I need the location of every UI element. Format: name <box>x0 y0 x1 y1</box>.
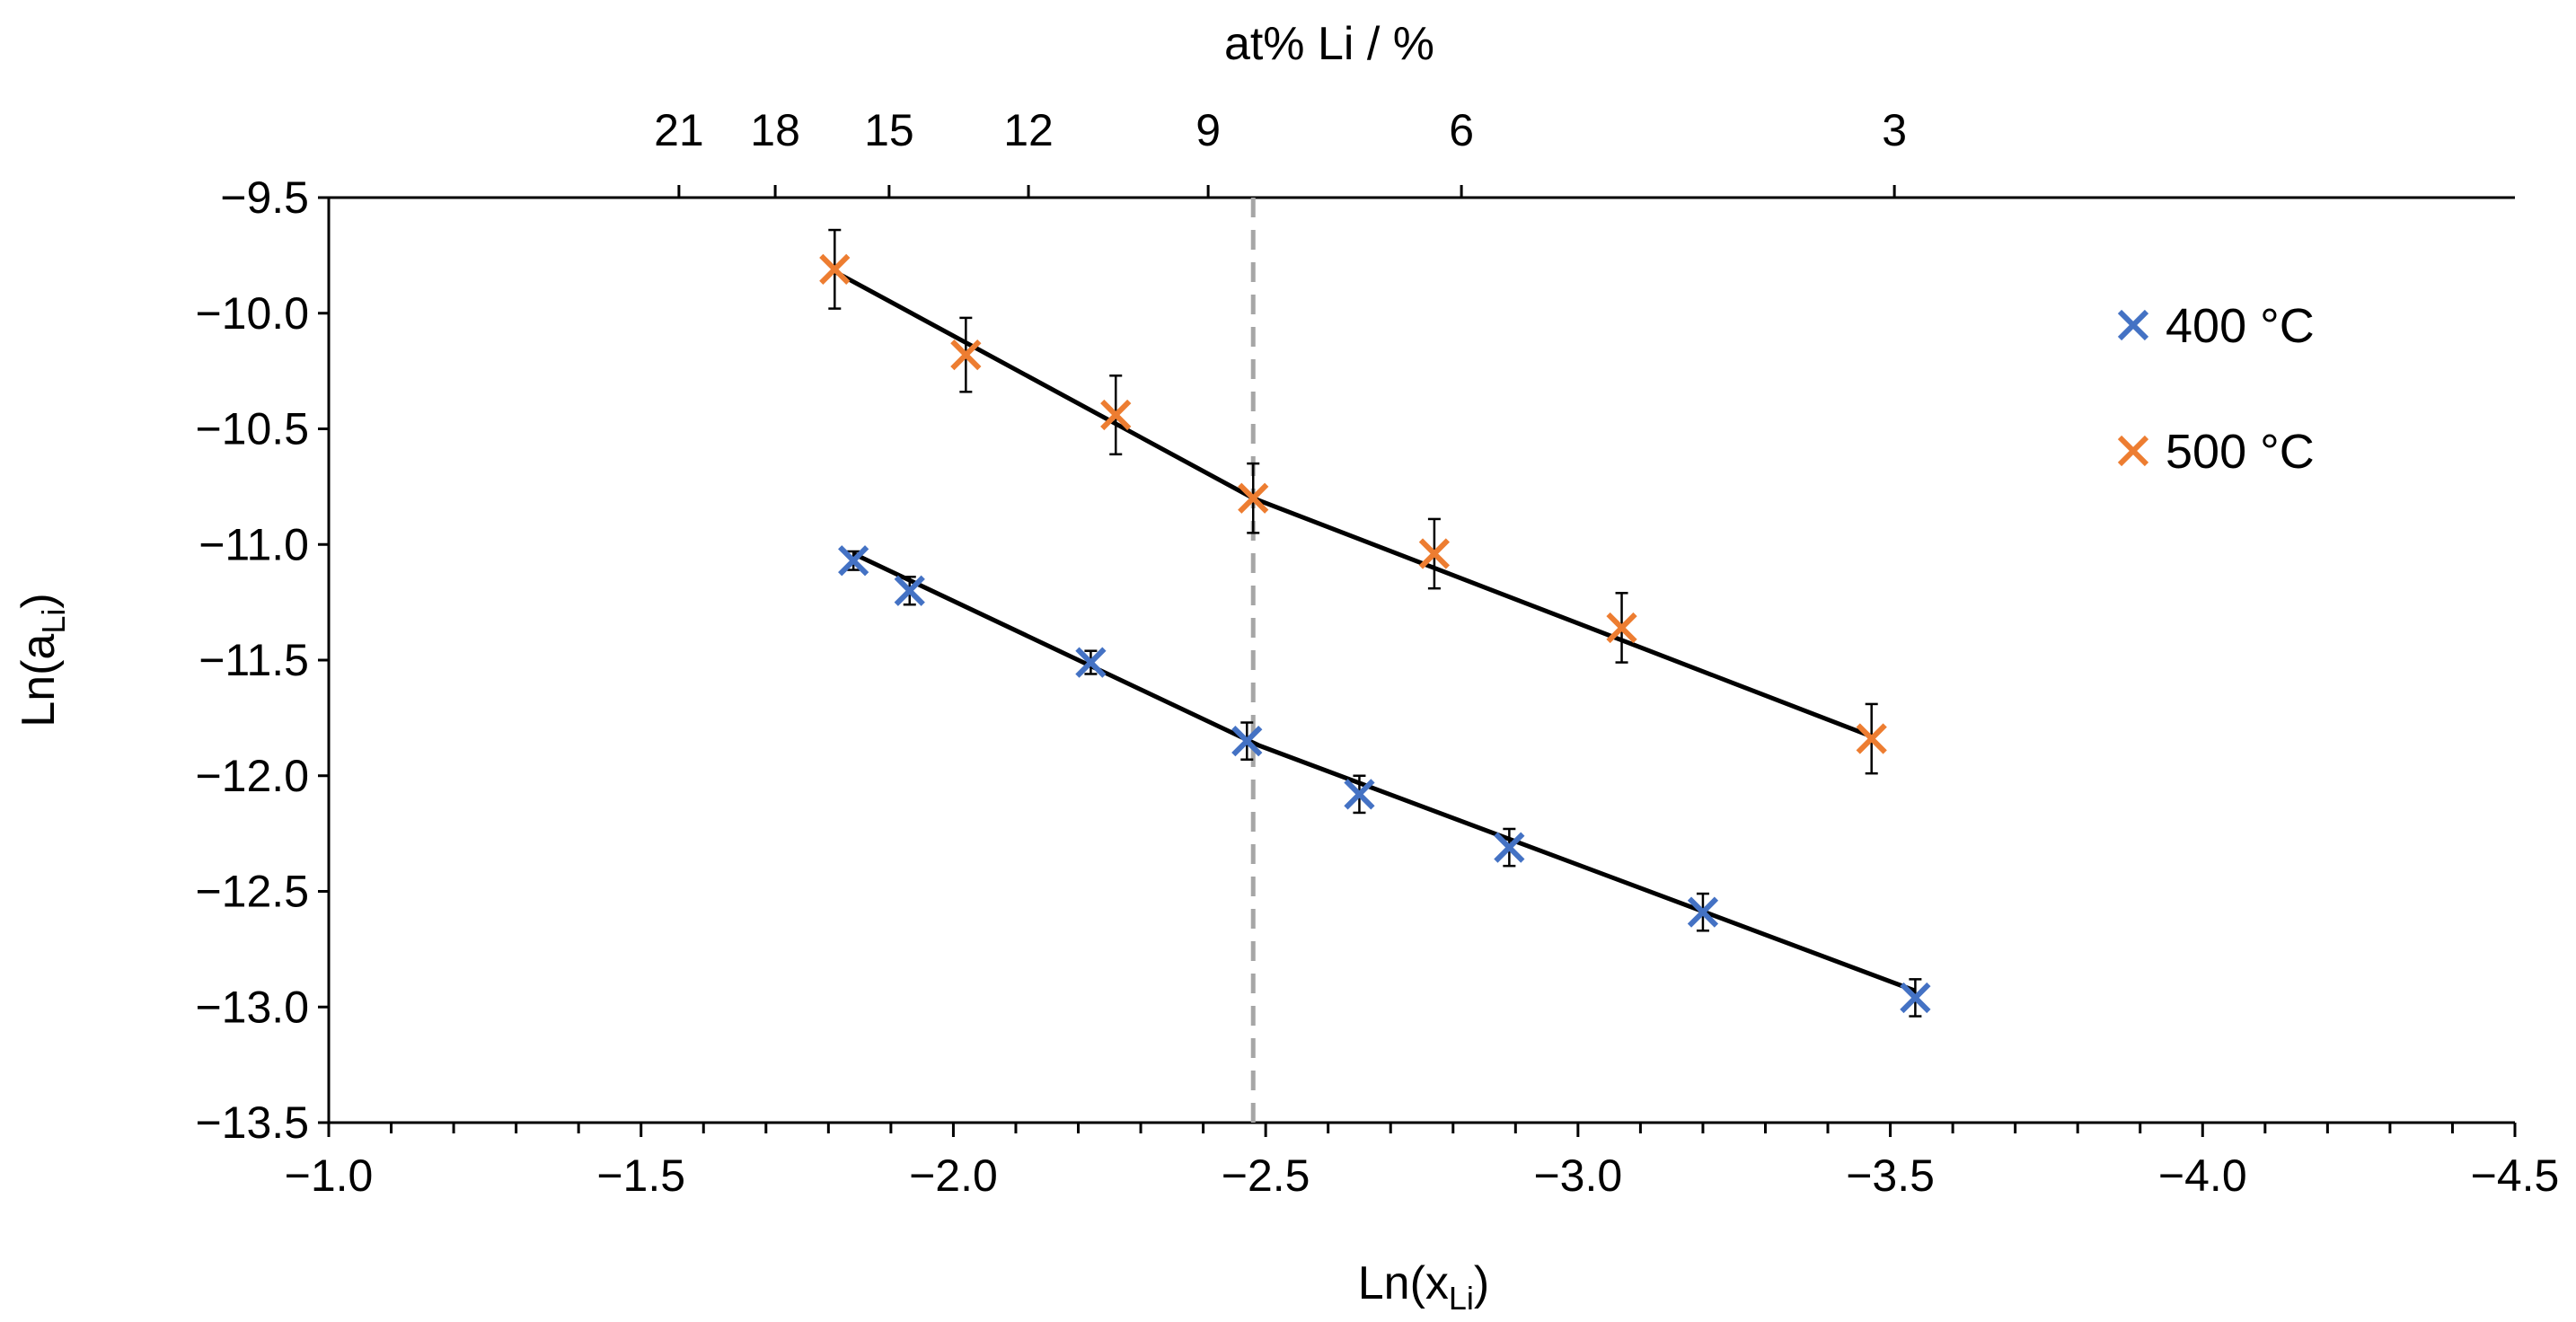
top-tick-label: 21 <box>654 105 704 155</box>
y-tick-label: −11.5 <box>198 635 309 685</box>
x-tick-label: −4.5 <box>2471 1150 2560 1201</box>
top-tick-label: 9 <box>1195 105 1221 155</box>
x-tick-label: −4.0 <box>2158 1150 2247 1201</box>
legend-marker-2 <box>2117 435 2149 467</box>
x-axis-title-sub: Li <box>1449 1280 1474 1317</box>
y-tick-label: −12.5 <box>195 867 309 917</box>
y-tick-label: −13.0 <box>195 982 309 1032</box>
y-axis-title-sub: Li <box>35 609 72 634</box>
data-point-series-2 <box>1418 538 1451 569</box>
fit-lines <box>834 269 1917 993</box>
data-point-series-1 <box>1687 896 1719 928</box>
legend: 400 °C 500 °C <box>2117 299 2315 479</box>
data-point-series-1 <box>1344 779 1375 810</box>
y-axis-title: Ln(aLi) <box>13 593 72 727</box>
x-tick-label: −2.5 <box>1222 1150 1310 1201</box>
fit-line-series-1 <box>852 551 1917 993</box>
legend-label-1: 400 °C <box>2166 299 2315 353</box>
legend-marker-1 <box>2117 309 2149 341</box>
data-point-series-1 <box>1494 832 1525 863</box>
fit-line-series-2 <box>834 269 1873 739</box>
top-tick-label: 15 <box>864 105 914 155</box>
data-point-series-1 <box>1231 726 1263 757</box>
data-point-series-2 <box>1238 482 1269 514</box>
y-tick-label: −13.5 <box>195 1097 309 1148</box>
data-point-series-2 <box>819 253 851 285</box>
y-tick-label: −11.0 <box>198 519 309 569</box>
y-tick-label: −10.5 <box>195 404 309 454</box>
data-point-series-1 <box>1900 982 1931 1014</box>
error-bars <box>828 228 1922 1018</box>
x-tick-label: −3.0 <box>1533 1150 1622 1201</box>
top-tick-label: 6 <box>1449 105 1474 155</box>
data-points <box>819 253 1931 1014</box>
data-point-series-2 <box>1606 612 1637 644</box>
data-point-series-1 <box>838 545 869 577</box>
top-tick-label: 12 <box>1003 105 1054 155</box>
top-axis-title: at% Li / % <box>1224 18 1434 70</box>
y-axis-title-end: ) <box>13 593 65 608</box>
top-axis-ticks: 21 18 15 12 9 6 3 <box>654 105 1907 198</box>
data-point-series-1 <box>894 575 925 606</box>
x-axis-title-main: Ln(x <box>1358 1257 1449 1309</box>
legend-label-2: 500 °C <box>2166 425 2315 479</box>
data-point-series-2 <box>1856 723 1887 754</box>
data-point-series-2 <box>1100 399 1132 431</box>
x-tick-label: −3.5 <box>1846 1150 1935 1201</box>
x-axis-title: Ln(xLi) <box>1358 1257 1490 1317</box>
top-tick-label: 18 <box>750 105 800 155</box>
data-point-series-1 <box>1075 647 1107 678</box>
x-axis-ticks: −1.0 −1.5 −2.0 −2.5 −3.0 −3.5 −4.0 −4.5 <box>285 1123 2560 1201</box>
data-point-series-2 <box>950 339 982 371</box>
x-tick-label: −2.0 <box>909 1150 998 1201</box>
y-tick-label: −9.5 <box>220 172 309 223</box>
y-tick-label: −12.0 <box>195 751 309 801</box>
top-tick-label: 3 <box>1882 105 1907 155</box>
y-axis-ticks: −9.5 −10.0 −10.5 −11.0 −11.5 −12.0 −12.5 −13.0 −… <box>195 172 329 1148</box>
y-tick-label: −10.0 <box>195 288 309 339</box>
y-axis-title-main: Ln(a <box>13 634 65 727</box>
x-tick-label: −1.5 <box>596 1150 685 1201</box>
x-tick-label: −1.0 <box>285 1150 374 1201</box>
x-axis-title-end: ) <box>1474 1257 1489 1309</box>
